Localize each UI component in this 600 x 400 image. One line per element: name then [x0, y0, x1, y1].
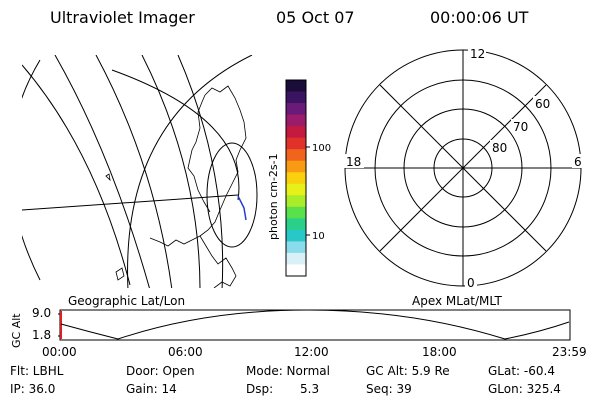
limb-circle — [22, 59, 41, 281]
dsp-status-value: 5.3 — [300, 382, 320, 396]
colorbar-cell — [286, 195, 306, 208]
island-outline — [105, 173, 111, 182]
longitude-line — [54, 55, 150, 288]
colorbar-cell — [286, 206, 306, 219]
gain-status: Gain: 14 — [126, 382, 177, 396]
island-outline — [115, 267, 125, 281]
orbit-xtick-label: 12:00 — [294, 345, 329, 359]
label-bg — [572, 154, 584, 168]
gc-alt-status: GC Alt: 5.9 Re — [366, 364, 450, 378]
mlt-label-0: 0 — [467, 276, 475, 290]
latitude-circle — [127, 55, 253, 288]
polar-labels: 12 18 6 0 60 70 80 — [344, 46, 584, 290]
orbit-track — [237, 195, 247, 221]
mlt-label-6: 6 — [574, 155, 582, 169]
orbit-xtick-label: 18:00 — [422, 345, 457, 359]
orbit-altitude-curve — [60, 309, 570, 340]
apex-label: Apex MLat/MLT — [412, 294, 502, 308]
mlat-label-60: 60 — [535, 97, 550, 111]
colorbar: 100 10 photon cm-2s-1 — [267, 79, 331, 277]
colorbar-gradient — [286, 80, 306, 277]
continent-outline — [149, 85, 247, 288]
label-bg — [533, 96, 553, 110]
colorbar-cell — [286, 137, 306, 150]
mode-status: Mode: Normal — [246, 364, 330, 378]
ip-status: IP: 36.0 — [10, 382, 56, 396]
label-bg — [490, 140, 510, 154]
colorbar-frame — [285, 79, 307, 277]
latitude-circle — [111, 69, 240, 201]
instrument-title: Ultraviolet Imager — [50, 8, 195, 27]
colorbar-cell — [286, 126, 306, 139]
latitude-line — [22, 194, 239, 211]
orbit-ybottom-label: 1.8 — [32, 328, 52, 342]
mlat-label-70: 70 — [513, 120, 528, 134]
colorbar-cell — [286, 183, 306, 196]
label-bg — [465, 275, 477, 289]
dsp-status-label: Dsp: — [246, 382, 274, 396]
colorbar-cell — [286, 80, 306, 93]
longitude-line — [141, 55, 201, 288]
colorbar-tick-label: 100 — [312, 143, 331, 154]
colorbar-cell — [286, 103, 306, 116]
colorbar-cell — [286, 160, 306, 173]
geographic-label: Geographic Lat/Lon — [68, 294, 186, 308]
geographic-map — [22, 55, 258, 288]
colorbar-tick-label: 10 — [312, 231, 325, 242]
glon-status: GLon: 325.4 — [488, 382, 561, 396]
polar-diagonal — [379, 84, 547, 252]
colorbar-cell — [286, 149, 306, 162]
longitude-line — [22, 64, 131, 286]
orbit-ytop-label: 9.0 — [32, 306, 52, 320]
filter-status: Flt: LBHL — [10, 364, 64, 378]
time-readout: 00:00:06 UT — [430, 8, 529, 27]
colorbar-cell — [286, 264, 306, 277]
mlat-label-80: 80 — [492, 141, 507, 155]
label-bg — [511, 119, 531, 133]
seq-status: Seq: 39 — [366, 382, 412, 396]
colorbar-cell — [286, 91, 306, 104]
mlt-label-18: 18 — [346, 155, 361, 169]
glat-status: GLat: -60.4 — [488, 364, 555, 378]
colorbar-cell — [286, 218, 306, 231]
door-status: Door: Open — [126, 364, 195, 378]
date-readout: 05 Oct 07 — [276, 8, 355, 27]
colorbar-cell — [286, 252, 306, 266]
colorbar-unit-label: photon cm-2s-1 — [267, 153, 280, 240]
label-bg — [344, 154, 364, 168]
orbit-xtick-label: 23:59 — [552, 345, 587, 359]
polar-grid — [344, 49, 582, 287]
colorbar-cell — [286, 114, 306, 127]
longitude-line — [95, 55, 173, 288]
orbit-xtick-label: 06:00 — [168, 345, 203, 359]
colorbar-cell — [286, 229, 306, 243]
mlt-label-12: 12 — [470, 47, 485, 61]
colorbar-cell — [286, 241, 306, 254]
latitude-circle — [206, 142, 258, 248]
orbit-plot: GC Alt — [10, 309, 571, 348]
colorbar-cell — [286, 172, 306, 185]
orbit-xtick-label: 00:00 — [42, 345, 77, 359]
orbit-ylabel: GC Alt — [10, 313, 23, 348]
label-bg — [468, 46, 486, 60]
